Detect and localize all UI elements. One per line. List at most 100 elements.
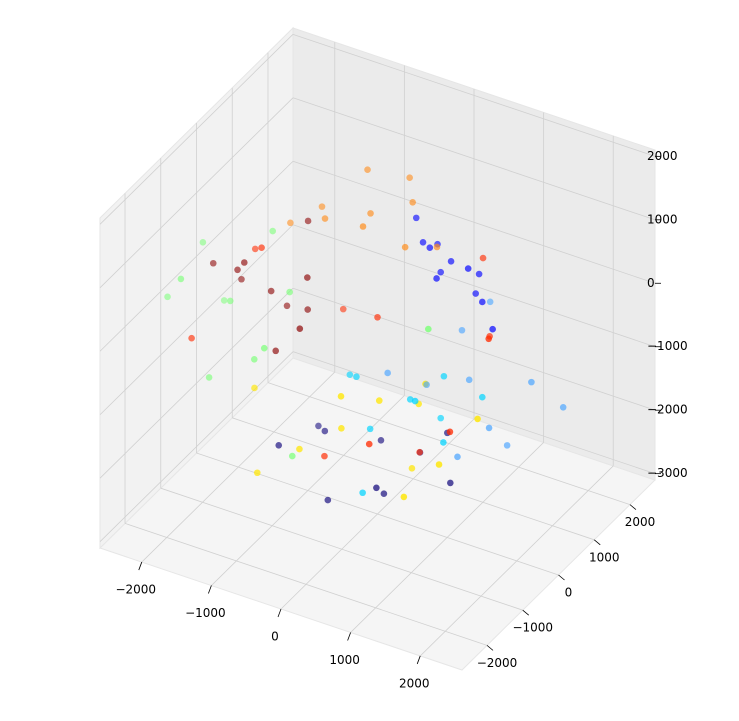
grid-line — [292, 33, 656, 157]
point — [489, 325, 496, 333]
point — [465, 376, 473, 384]
point — [416, 448, 423, 456]
grid-line — [99, 287, 294, 479]
point — [296, 325, 304, 333]
point — [199, 239, 207, 246]
point — [401, 243, 409, 251]
point — [286, 288, 293, 296]
point — [409, 199, 416, 206]
point — [458, 326, 466, 334]
point — [486, 298, 494, 306]
point — [437, 414, 445, 422]
point — [367, 210, 374, 217]
point — [478, 393, 486, 401]
point — [272, 347, 280, 355]
point — [240, 259, 248, 266]
tick-mark — [522, 609, 530, 616]
point — [338, 425, 345, 432]
tick-mark — [277, 608, 282, 618]
point — [251, 245, 259, 253]
tick-mark — [416, 655, 421, 665]
point — [464, 265, 472, 272]
grid-line — [99, 97, 294, 289]
y-tick-label: −1000 — [512, 621, 553, 635]
point — [337, 393, 345, 400]
point — [359, 223, 367, 230]
grid-line — [124, 522, 488, 646]
point — [375, 397, 383, 404]
point — [474, 415, 481, 423]
grid-line — [99, 34, 294, 225]
point — [412, 214, 420, 222]
point — [485, 424, 493, 432]
point — [446, 428, 454, 436]
grid-line — [292, 351, 656, 475]
z-tick-label: 1000 — [647, 212, 678, 226]
point — [373, 484, 380, 492]
point — [260, 344, 268, 352]
point — [400, 493, 408, 501]
point — [485, 335, 492, 343]
point — [339, 305, 347, 313]
point — [324, 496, 332, 504]
point — [188, 334, 195, 342]
grid-line — [99, 224, 294, 416]
tick-mark — [208, 585, 212, 594]
point — [447, 479, 454, 487]
grid-line — [292, 287, 656, 411]
point — [365, 440, 373, 448]
tick-mark — [593, 539, 601, 546]
point — [288, 452, 296, 460]
point — [304, 306, 311, 313]
point — [321, 215, 329, 222]
tick-mark — [629, 504, 637, 510]
point — [472, 290, 480, 297]
point — [296, 445, 303, 453]
point — [425, 325, 432, 333]
point — [258, 244, 265, 251]
point — [384, 369, 391, 377]
point — [433, 243, 441, 251]
point — [220, 297, 228, 304]
point — [479, 254, 487, 262]
point — [227, 297, 234, 305]
point — [251, 384, 258, 392]
x-tick-label: −1000 — [185, 606, 226, 620]
z-tick-label: −3000 — [647, 466, 688, 480]
point — [440, 439, 447, 446]
point — [503, 442, 511, 449]
tick-mark — [138, 561, 143, 571]
grid-line — [99, 351, 294, 542]
point — [304, 217, 312, 225]
point — [321, 452, 328, 460]
x-tick-label: 1000 — [329, 653, 360, 667]
point — [366, 425, 374, 433]
point — [475, 270, 483, 278]
point — [346, 371, 354, 378]
y-tick-label: 0 — [565, 586, 573, 600]
grid-line — [292, 160, 656, 284]
grid-line — [292, 224, 656, 348]
point — [447, 258, 455, 265]
point — [559, 403, 567, 411]
point — [353, 373, 360, 381]
tick-mark — [558, 574, 565, 581]
point — [318, 203, 326, 210]
point — [440, 372, 448, 380]
point — [250, 355, 258, 363]
x-tick-label: −2000 — [115, 583, 156, 597]
x-tick-label: 0 — [271, 630, 279, 644]
grid-line — [160, 487, 523, 611]
y-tick-label: 1000 — [589, 550, 620, 564]
point — [419, 238, 427, 246]
z-tick-label: −2000 — [647, 403, 688, 417]
point — [275, 441, 283, 449]
point — [406, 174, 413, 182]
point — [411, 397, 419, 405]
point — [209, 259, 217, 267]
point — [528, 378, 535, 386]
point — [359, 489, 366, 497]
point — [380, 490, 388, 498]
point — [454, 453, 461, 461]
point — [433, 275, 440, 282]
